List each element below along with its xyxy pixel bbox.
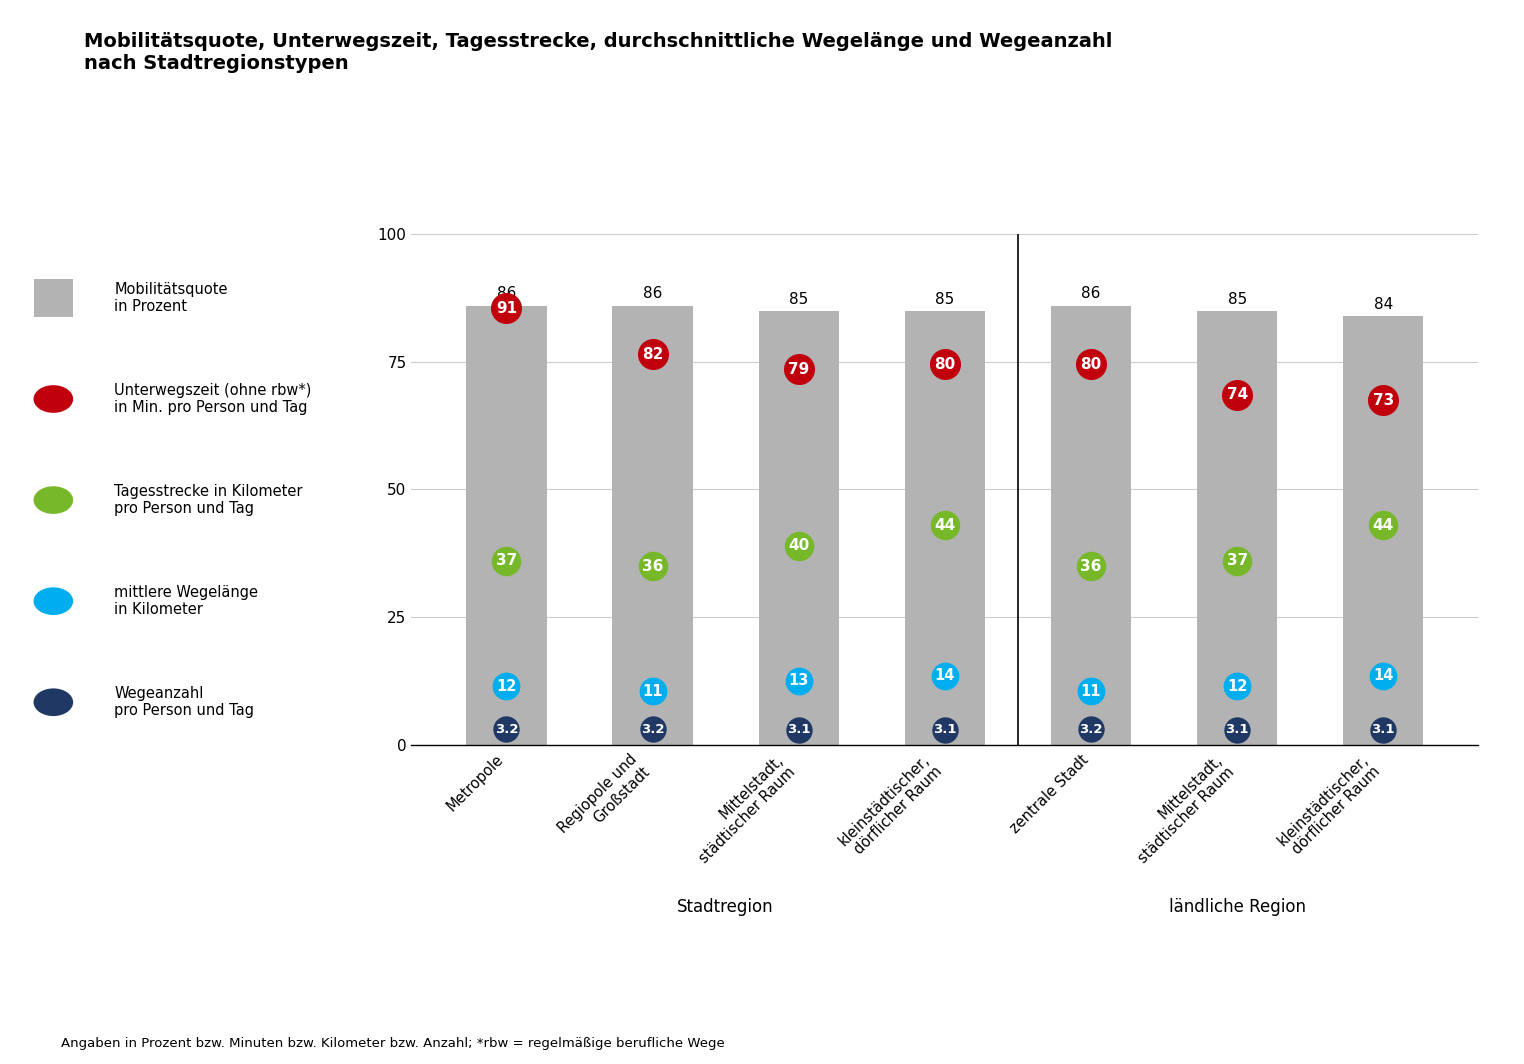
- Bar: [759, 311, 838, 745]
- Point: [1372, 667, 1396, 684]
- Point: [786, 361, 811, 378]
- Point: [640, 346, 664, 363]
- Text: 37: 37: [1227, 553, 1248, 568]
- Bar: [1196, 311, 1277, 745]
- Text: 80: 80: [934, 356, 956, 371]
- Point: [1079, 683, 1103, 700]
- Point: [494, 721, 518, 738]
- Text: 36: 36: [1081, 559, 1102, 573]
- Text: 79: 79: [788, 362, 809, 377]
- Point: [933, 721, 957, 738]
- Text: 82: 82: [642, 347, 663, 362]
- Point: [494, 678, 518, 695]
- Bar: [1343, 316, 1423, 745]
- Point: [786, 537, 811, 554]
- Point: [494, 552, 518, 569]
- Point: [1079, 355, 1103, 372]
- Text: 14: 14: [934, 668, 956, 683]
- Text: Wegeanzahl
pro Person und Tag: Wegeanzahl pro Person und Tag: [114, 686, 255, 718]
- Point: [640, 683, 664, 700]
- Text: 13: 13: [788, 674, 809, 688]
- Point: [933, 517, 957, 534]
- Bar: [613, 305, 693, 745]
- Point: [640, 558, 664, 575]
- Text: 80: 80: [1081, 356, 1102, 371]
- Point: [786, 721, 811, 738]
- Text: Mobilitätsquote
in Prozent: Mobilitätsquote in Prozent: [114, 282, 227, 314]
- Point: [1372, 517, 1396, 534]
- Bar: [905, 311, 985, 745]
- Point: [1079, 558, 1103, 575]
- Text: Mobilitätsquote, Unterwegszeit, Tagesstrecke, durchschnittliche Wegelänge und We: Mobilitätsquote, Unterwegszeit, Tagesstr…: [84, 32, 1113, 73]
- Text: 40: 40: [788, 538, 809, 553]
- Point: [933, 355, 957, 372]
- Text: 85: 85: [1227, 292, 1247, 306]
- Text: 11: 11: [1081, 684, 1102, 699]
- Point: [1079, 721, 1103, 738]
- Point: [494, 300, 518, 317]
- Point: [933, 667, 957, 684]
- Text: 85: 85: [936, 292, 954, 306]
- Text: 14: 14: [1373, 668, 1393, 683]
- Text: 3.2: 3.2: [642, 722, 664, 736]
- Point: [640, 721, 664, 738]
- Bar: [466, 305, 547, 745]
- Point: [1372, 392, 1396, 409]
- Point: [1225, 386, 1250, 403]
- Text: 86: 86: [1082, 286, 1100, 301]
- Text: Angaben in Prozent bzw. Minuten bzw. Kilometer bzw. Anzahl; *rbw = regelmäßige b: Angaben in Prozent bzw. Minuten bzw. Kil…: [61, 1037, 725, 1050]
- Text: 85: 85: [789, 292, 808, 306]
- Text: 74: 74: [1227, 387, 1248, 402]
- Text: 91: 91: [495, 301, 517, 316]
- Text: 84: 84: [1373, 297, 1393, 312]
- Point: [1372, 721, 1396, 738]
- Text: Tagesstrecke in Kilometer
pro Person und Tag: Tagesstrecke in Kilometer pro Person und…: [114, 484, 303, 516]
- Text: 11: 11: [642, 684, 663, 699]
- Text: 44: 44: [1373, 518, 1394, 533]
- Text: 3.2: 3.2: [495, 722, 518, 736]
- Point: [1225, 678, 1250, 695]
- Text: 3.2: 3.2: [1079, 722, 1103, 736]
- Point: [1225, 552, 1250, 569]
- Text: 12: 12: [497, 679, 517, 694]
- Text: Stadtregion: Stadtregion: [677, 898, 774, 916]
- Text: 36: 36: [642, 559, 663, 573]
- Point: [786, 672, 811, 689]
- Text: 3.1: 3.1: [933, 724, 957, 736]
- Text: 73: 73: [1373, 393, 1394, 408]
- Text: 12: 12: [1227, 679, 1247, 694]
- Text: 3.1: 3.1: [1372, 724, 1394, 736]
- Text: 86: 86: [497, 286, 517, 301]
- Text: mittlere Wegelänge
in Kilometer: mittlere Wegelänge in Kilometer: [114, 585, 258, 617]
- Text: ländliche Region: ländliche Region: [1169, 898, 1306, 916]
- Point: [1225, 721, 1250, 738]
- Text: 3.1: 3.1: [1225, 724, 1248, 736]
- Text: 86: 86: [643, 286, 663, 301]
- Text: 44: 44: [934, 518, 956, 533]
- Text: Unterwegszeit (ohne rbw*)
in Min. pro Person und Tag: Unterwegszeit (ohne rbw*) in Min. pro Pe…: [114, 383, 312, 415]
- Bar: [1052, 305, 1131, 745]
- Text: 3.1: 3.1: [786, 724, 811, 736]
- Text: 37: 37: [495, 553, 517, 568]
